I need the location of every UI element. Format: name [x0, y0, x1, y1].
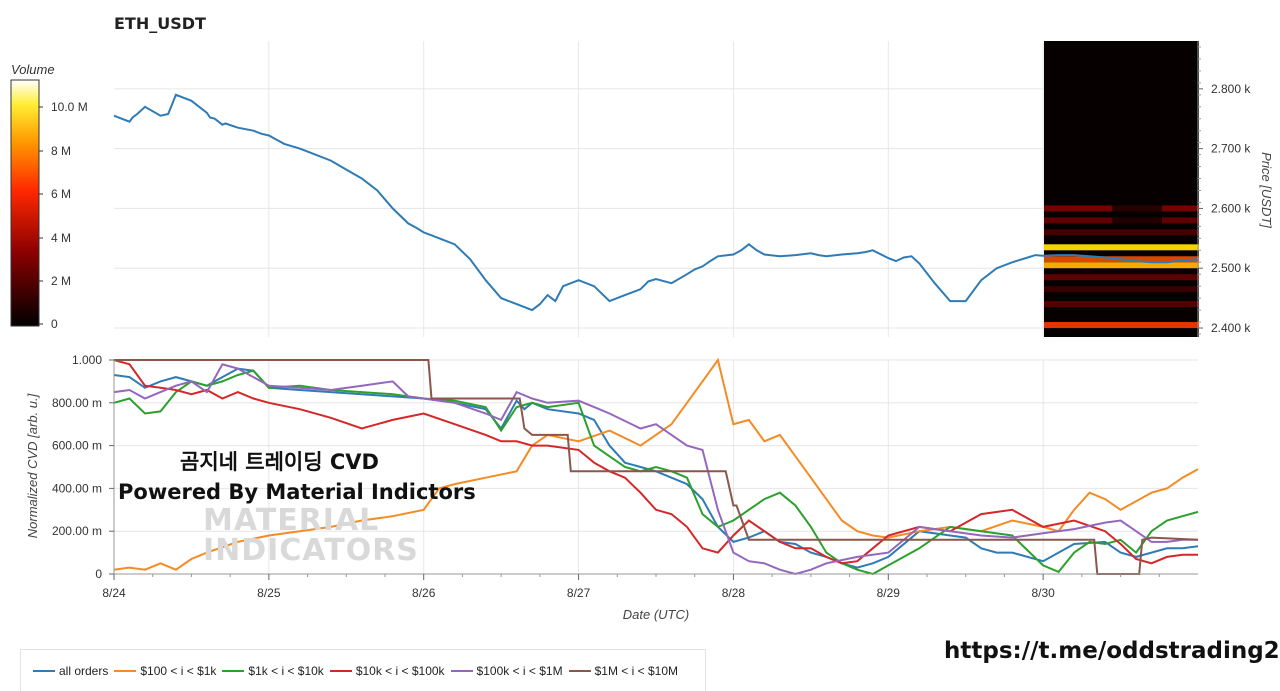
legend-item[interactable]: $1k < i < $10k: [222, 663, 324, 678]
heatmap-band: [1044, 244, 1199, 251]
legend-swatch: [329, 669, 352, 672]
price-tick-label: 2.400 k: [1211, 321, 1251, 335]
cvd-x-axis-label: Date (UTC): [623, 607, 689, 622]
legend-item[interactable]: $1M < i < $10M: [568, 663, 678, 678]
price-tick-label: 2.500 k: [1211, 261, 1251, 275]
cvd-x-ticks: 8/24 8/25 8/26 8/27 8/28 8/29 8/30: [102, 573, 1198, 600]
cvd-x-tick-label: 8/28: [722, 586, 746, 600]
price-line: [113, 93, 1199, 312]
colorbar-tick-label: 2 M: [51, 274, 71, 288]
colorbar-tick-label: 4 M: [51, 231, 71, 245]
cvd-y-axis-label: Normalized CVD [arb. u.]: [25, 393, 40, 538]
legend-swatch: [450, 669, 473, 672]
cvd-tick-label: 800.00 m: [52, 396, 102, 410]
cvd-panel: 0 200.00 m 400.00 m 600.00 m 800.00 m 1.000 8…: [25, 353, 1199, 622]
legend-item[interactable]: $10k < i < $100k: [329, 663, 445, 678]
heatmap-band: [1044, 322, 1199, 329]
heatmap-band: [1044, 274, 1199, 281]
legend: all orders $100 < i < $1k $1k < i < $10k $1…: [20, 649, 706, 691]
cvd-line: [113, 357, 1199, 571]
colorbar-tick-label: 10.0 M: [51, 100, 88, 114]
cvd-line: [113, 359, 1198, 565]
price-y-ticks: 2.400 k 2.500 k 2.600 k 2.700 k 2.800 k: [1197, 41, 1251, 337]
overlay-subtitle: Powered By Material Indictors: [118, 480, 476, 504]
legend-swatch: [114, 669, 137, 672]
colorbar-ticks: 10.0 M 8 M 6 M 4 M 2 M 0: [39, 100, 88, 331]
legend-item[interactable]: $100k < i < $1M: [450, 663, 563, 678]
price-grid: [114, 41, 1198, 337]
price-tick-label: 2.700 k: [1211, 142, 1251, 156]
cvd-tick-label: 200.00 m: [52, 524, 102, 538]
chart-title: ETH_USDT: [114, 14, 206, 33]
cvd-line: [113, 369, 1199, 576]
colorbar-label: Volume: [11, 62, 55, 77]
price-series: [113, 93, 1199, 312]
watermark-line1: MATERIAL: [203, 503, 380, 538]
colorbar-tick-label: 0: [51, 317, 58, 331]
heatmap-band: [1044, 301, 1199, 308]
legend-label: $1M < i < $10M: [594, 663, 678, 678]
price-tick-label: 2.800 k: [1211, 82, 1251, 96]
legend-label: $10k < i < $100k: [355, 663, 445, 678]
colorbar-gradient: [10, 79, 40, 327]
heatmap-band: [1044, 286, 1199, 293]
heatmap-void: [1112, 181, 1162, 226]
cvd-x-tick-label: 8/25: [257, 586, 281, 600]
colorbar-tick-label: 6 M: [51, 187, 71, 201]
price-y-axis-label: Price [USDT]: [1259, 152, 1274, 228]
overlay-title: 곰지네 트레이딩 CVD: [180, 450, 379, 474]
footer-link[interactable]: https://t.me/oddstrading2: [944, 638, 1280, 664]
watermark: MATERIAL INDICATORS: [203, 506, 419, 566]
volume-colorbar: Volume 10.0 M 8 M 6 M 4 M 2 M 0: [10, 62, 88, 331]
heatmap-band: [1044, 262, 1199, 269]
price-panel: 2.400 k 2.500 k 2.600 k 2.700 k 2.800 k Pric…: [113, 41, 1274, 337]
colorbar-tick-label: 8 M: [51, 144, 71, 158]
legend-item[interactable]: $100 < i < $1k: [114, 664, 216, 678]
cvd-x-tick-label: 8/27: [567, 586, 591, 600]
orderbook-heatmap: [1044, 41, 1199, 337]
legend-swatch: [33, 669, 55, 672]
cvd-tick-label: 600.00 m: [52, 439, 102, 453]
legend-label: all orders: [59, 663, 109, 678]
heatmap-band: [1044, 229, 1199, 236]
legend-label: $100k < i < $1M: [476, 663, 563, 678]
cvd-tick-label: 0: [95, 567, 102, 581]
cvd-x-tick-label: 8/29: [877, 586, 901, 600]
price-tick-label: 2.600 k: [1211, 201, 1251, 215]
cvd-tick-label: 1.000: [72, 353, 102, 367]
cvd-x-tick-label: 8/26: [412, 586, 436, 600]
cvd-y-ticks: 0 200.00 m 400.00 m 600.00 m 800.00 m 1.000: [52, 353, 115, 581]
cvd-tick-label: 400.00 m: [52, 481, 102, 495]
cvd-x-tick-label: 8/24: [102, 586, 126, 600]
legend-swatch: [222, 669, 245, 672]
cvd-line: [113, 363, 1198, 576]
legend-label: $1k < i < $10k: [248, 663, 324, 678]
legend-swatch: [568, 669, 591, 672]
legend-label: $100 < i < $1k: [140, 663, 217, 678]
watermark-line2: INDICATORS: [203, 533, 419, 568]
legend-item[interactable]: all orders: [33, 664, 108, 678]
cvd-x-tick-label: 8/30: [1031, 586, 1055, 600]
